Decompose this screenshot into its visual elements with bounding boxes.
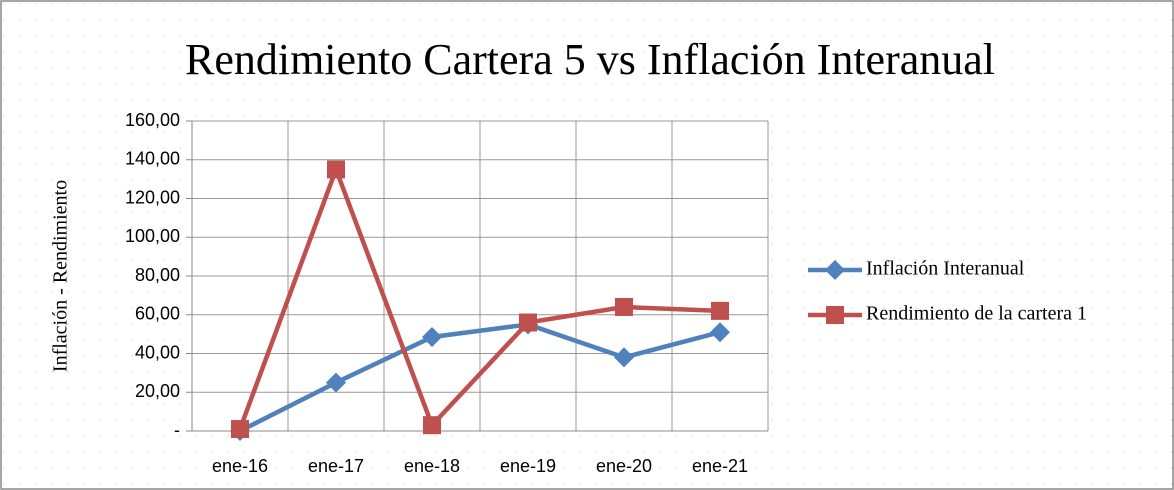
- y-tick-label: 40,00: [135, 342, 180, 362]
- legend-marker: [826, 306, 844, 324]
- series-line: [238, 322, 721, 434]
- data-point: [231, 420, 249, 439]
- y-tick-label: 120,00: [125, 187, 180, 207]
- data-point: [710, 322, 730, 343]
- data-point: [711, 301, 729, 320]
- x-tick-label: ene-18: [404, 456, 460, 476]
- y-tick-label: 100,00: [125, 226, 180, 246]
- x-tick-label: ene-21: [692, 456, 748, 476]
- data-point: [327, 160, 345, 179]
- x-tick-label: ene-20: [596, 456, 652, 476]
- y-axis-label: Inflación - Rendimiento: [50, 180, 72, 372]
- x-tick-label: ene-19: [500, 456, 556, 476]
- legend-marker: [825, 260, 845, 280]
- y-tick-label: 80,00: [135, 265, 180, 285]
- legend-label: Rendimiento de la cartera 1: [866, 303, 1087, 325]
- x-tick-label: ene-17: [308, 456, 364, 476]
- series-line: [237, 167, 721, 430]
- data-point: [422, 327, 442, 348]
- data-point: [423, 416, 441, 435]
- y-tick-label: 140,00: [125, 149, 180, 169]
- data-point: [326, 372, 346, 393]
- y-tick-label: 60,00: [135, 304, 180, 324]
- y-tick-label: 20,00: [135, 381, 180, 401]
- data-point: [615, 298, 633, 316]
- legend-label: Inflación Interanual: [866, 258, 1025, 280]
- y-tick-label: -: [174, 420, 180, 440]
- data-point: [519, 313, 537, 332]
- x-tick-label: ene-16: [212, 456, 268, 476]
- y-tick-label: 160,00: [125, 110, 180, 130]
- data-point: [614, 347, 634, 368]
- chart-title: Rendimiento Cartera 5 vs Inflación Inter…: [185, 35, 995, 84]
